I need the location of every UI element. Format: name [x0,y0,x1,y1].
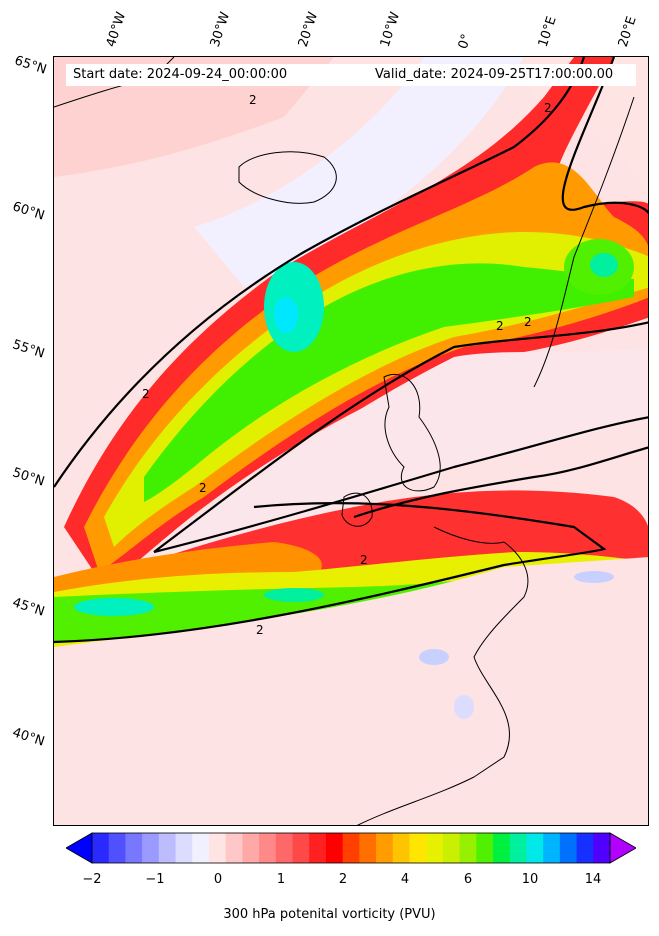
lat-label-60n: 60°N [10,199,47,224]
colorbar-tick: −1 [145,872,165,887]
blue-patch-2 [574,571,614,583]
lon-label-40w: 40°W [103,10,130,49]
colorbar-segment [275,833,294,863]
colorbar-segment [509,833,527,863]
contour-label: 2 [142,387,150,401]
norway-coast [533,96,635,388]
colorbar-segment [426,833,444,863]
colorbar-tick: −2 [82,872,102,887]
lat-label-45n: 45°N [10,595,47,620]
colorbar-segment [476,833,494,863]
colorbar-segment [259,833,277,863]
europe-coast [357,526,529,825]
colorbar-tick: 6 [463,872,473,887]
colorbar-segment [309,833,327,863]
lon-label-30w: 30°W [207,10,234,49]
colorbar-tick: 4 [400,872,410,887]
contour-label: 2 [256,623,264,637]
colorbar-segment [409,833,427,863]
colorbar-segment [192,833,210,863]
valid-date-text: Valid_date: 2024-09-25T17:00:00.00 [375,67,614,82]
header-box [66,64,636,86]
colorbar-segment [175,833,193,863]
lon-label-10e: 10°E [535,14,560,50]
upper-middle-low-pv [194,57,524,287]
colorbar-label: 300 hPa potenital vorticity (PVU) [223,907,436,922]
colorbar-segment [342,833,360,863]
colorbar-segment [158,833,177,863]
pv-field-svg [54,57,648,825]
iceland-coast [238,151,337,204]
colorbar-segment [108,833,126,863]
upper-left-low-pv [54,57,334,177]
start-date-text: Start date: 2024-09-24_00:00:00 [73,67,288,82]
colorbar-segment [92,833,110,863]
pv-contour-uk-south [153,416,648,554]
colorbar-extend-min [66,832,93,864]
colorbar-segment [392,833,410,863]
colorbar-segment [543,833,561,863]
colorbar-segment [242,833,260,863]
colorbar [66,832,636,864]
colorbar-segment [493,833,511,863]
colorbar-segment [125,833,143,863]
uk-coast [383,373,441,492]
contour-label: 2 [360,553,368,567]
contour-label: 2 [524,315,532,329]
lat-label-65n: 65°N [12,53,49,78]
contour-label: 2 [199,481,207,495]
colorbar-tick: 10 [521,872,539,887]
colorbar-extend-max [609,832,636,864]
pv-contour-mid [153,321,648,553]
colorbar-segment [442,833,461,863]
lon-label-20w: 20°W [295,10,322,49]
pv-contour-inner [353,446,648,519]
pv-contour-east [561,57,648,215]
colorbar-tick: 1 [276,872,286,887]
lat-label-50n: 50°N [10,465,47,490]
colorbar-tick: 2 [338,872,348,887]
pv-map: 2 2 2 2 2 2 2 2 [53,56,649,826]
southern-low-pv [54,557,648,825]
lon-label-20e: 20°E [615,14,640,50]
colorbar-segment [359,833,377,863]
colorbar-segment [593,833,611,863]
colorbar-segment [376,833,394,863]
colorbar-segment [292,833,310,863]
colorbar-segment [559,833,578,863]
south-jet-core-2 [264,588,324,602]
colorbar-segment [526,833,544,863]
blue-patch-1 [419,649,449,665]
contour-label: 2 [496,319,504,333]
ireland-coast [341,492,373,527]
pv-contour-south [54,501,607,644]
lat-label-40n: 40°N [10,725,47,750]
pv-contour-north [54,57,586,488]
colorbar-outline [91,832,611,864]
colorbar-segment [459,833,477,863]
contour-label: 2 [544,101,552,115]
lon-label-10w: 10°W [377,10,404,49]
blue-patch-3 [454,695,474,719]
lon-label-0: 0° [455,32,475,51]
colorbar-segment [225,833,243,863]
norway-green-core [590,253,618,277]
north-jet-core-inner [274,297,298,333]
south-jet-core [74,598,154,616]
colorbar-segment [576,833,594,863]
colorbar-segment [208,833,227,863]
colorbar-tick: 14 [584,872,602,887]
colorbar-segment [142,833,160,863]
lat-label-55n: 55°N [10,337,47,362]
contour-label: 2 [249,93,257,107]
colorbar-segment [325,833,344,863]
colorbar-tick: 0 [213,872,223,887]
